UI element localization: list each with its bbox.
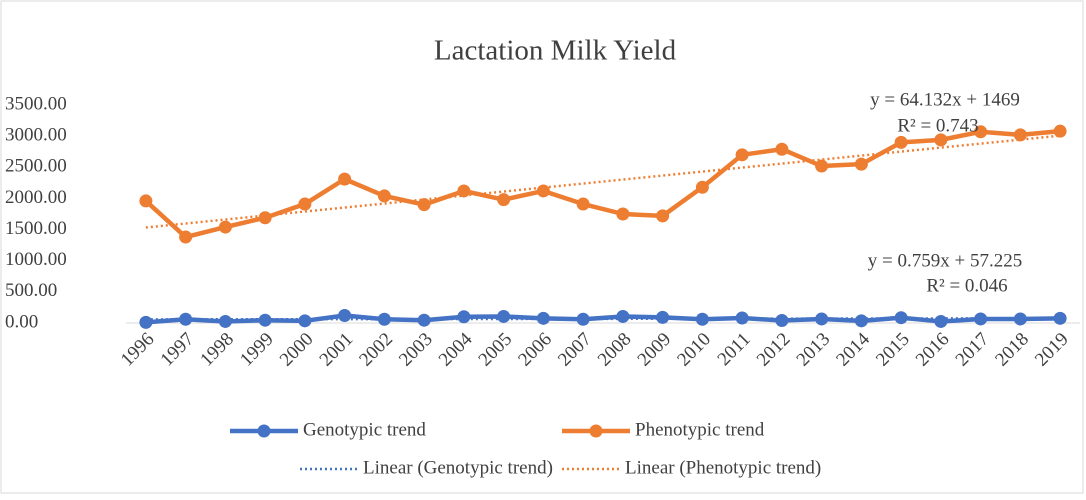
data-point — [457, 310, 471, 324]
data-point — [656, 310, 670, 324]
data-point — [298, 197, 312, 211]
data-point — [1053, 311, 1067, 325]
data-point — [656, 209, 670, 223]
data-point — [1013, 128, 1027, 142]
data-point — [139, 315, 153, 329]
data-point — [616, 309, 630, 323]
data-point — [815, 312, 829, 326]
legend-label: Linear (Phenotypic trend) — [625, 457, 821, 478]
trendline — [145, 134, 1061, 229]
data-point — [775, 314, 789, 328]
data-point — [576, 312, 590, 326]
y-tick-label: 500.00 — [5, 280, 57, 301]
data-point — [377, 189, 391, 203]
data-point — [497, 309, 511, 323]
data-point — [377, 312, 391, 326]
data-point — [974, 312, 988, 326]
data-point — [616, 207, 630, 221]
data-point — [934, 133, 948, 147]
data-point — [218, 314, 232, 328]
data-point — [695, 312, 709, 326]
legend-label: Linear (Genotypic trend) — [363, 457, 553, 478]
series-line — [144, 128, 1061, 240]
y-tick-label: 3000.00 — [5, 125, 67, 146]
y-tick-label: 3500.00 — [5, 93, 67, 114]
data-point — [497, 193, 511, 207]
data-point — [854, 314, 868, 328]
data-point — [457, 184, 471, 198]
data-point — [934, 314, 948, 328]
data-point — [1053, 124, 1067, 138]
y-tick-label: 1000.00 — [5, 249, 67, 270]
trend-equation: y = 0.759x + 57.225 — [868, 250, 1022, 271]
data-point — [417, 198, 431, 212]
data-point — [854, 157, 868, 171]
data-point — [735, 148, 749, 162]
data-point — [536, 184, 550, 198]
data-point — [576, 197, 590, 211]
trend-r2: R² = 0.046 — [926, 275, 1007, 296]
data-point — [417, 313, 431, 327]
data-point — [258, 313, 272, 327]
data-point — [974, 125, 988, 139]
trend-r2: R² = 0.743 — [897, 115, 978, 136]
trend-equation: y = 64.132x + 1469 — [870, 89, 1020, 110]
data-point — [179, 230, 193, 244]
y-tick-label: 0.00 — [5, 311, 38, 332]
data-point — [179, 312, 193, 326]
data-point — [735, 311, 749, 325]
y-tick-label: 2500.00 — [5, 156, 67, 177]
data-point — [695, 180, 709, 194]
chart-title: Lactation Milk Yield — [434, 35, 677, 67]
legend-marker — [589, 424, 603, 438]
data-point — [1013, 312, 1027, 326]
data-point — [536, 311, 550, 325]
data-point — [139, 194, 153, 208]
series-line — [145, 313, 1061, 325]
data-point — [218, 220, 232, 234]
y-tick-label: 2000.00 — [5, 187, 67, 208]
data-point — [894, 135, 908, 149]
data-point — [258, 211, 272, 225]
legend-label: Phenotypic trend — [635, 419, 765, 440]
data-point — [894, 311, 908, 325]
data-point — [338, 309, 352, 323]
data-point — [775, 142, 789, 156]
data-point — [815, 159, 829, 173]
data-point — [338, 172, 352, 186]
legend-marker — [257, 424, 271, 438]
data-point — [298, 314, 312, 328]
y-tick-label: 1500.00 — [5, 218, 67, 239]
legend-label: Genotypic trend — [303, 419, 426, 440]
